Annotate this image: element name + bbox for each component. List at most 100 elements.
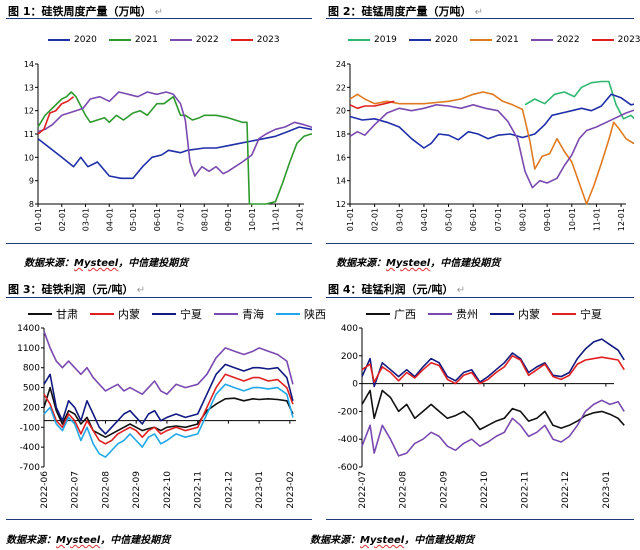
legend-label: 内蒙 (518, 308, 540, 321)
legend-swatch (48, 39, 70, 41)
panel-4-title-text: 图 4：硅锰利润（元/吨） (328, 283, 454, 296)
y-tick-label: -100 (20, 423, 41, 433)
x-tick-label: 2022-07 (358, 471, 368, 509)
legend-entry-宁夏: 宁夏 (152, 306, 202, 322)
x-tick-label: 02-01 (371, 208, 380, 231)
y-tick-label: -400 (338, 435, 359, 445)
legend-swatch (552, 313, 576, 315)
x-tick-label: 12-01 (295, 208, 304, 231)
x-tick-label: 03-01 (395, 208, 404, 231)
legend-label: 2023 (256, 35, 280, 45)
panel-2-title-text: 图 2：硅锰周度产量（万吨） (328, 5, 472, 18)
series-line-宁夏 (43, 363, 294, 435)
return-arrow-icon: ↵ (133, 285, 146, 296)
x-tick-label: 2022-07 (71, 471, 81, 509)
legend-entry-2023: 2023 (230, 35, 280, 45)
series-line-2021 (349, 91, 634, 205)
legend-label: 贵州 (456, 308, 478, 321)
y-tick-label: 22 (336, 83, 346, 92)
x-tick-label: 10-01 (568, 208, 577, 231)
legend-swatch (366, 313, 390, 315)
x-tick-label: 11-01 (272, 208, 281, 231)
y-tick-label: 9 (29, 177, 34, 186)
panel-4-rule (326, 297, 634, 298)
y-tick-label: -700 (20, 463, 41, 473)
y-tick-label: 12 (336, 200, 346, 209)
series-line-2023 (349, 100, 395, 110)
legend-label: 2021 (495, 35, 519, 45)
y-tick-label: -200 (338, 407, 359, 417)
y-tick-label: 24 (336, 60, 346, 69)
panel-3-title-text: 图 3：硅铁利润（元/吨） (8, 283, 134, 296)
legend-entry-内蒙: 内蒙 (490, 306, 540, 322)
x-tick-label: 2022-08 (101, 471, 111, 509)
chart-3-legend: 甘肃 内蒙 宁夏 青海 陕西 (28, 306, 326, 322)
y-tick-label: 200 (341, 352, 358, 362)
y-tick-label: 0 (352, 380, 358, 390)
legend-entry-2022: 2022 (530, 35, 580, 45)
legend-swatch (490, 313, 514, 315)
x-tick-label: 2022-08 (399, 471, 409, 509)
chart-2: 12 14 16 18 20 22 24 01-01 02-01 03-01 04-01 05-01 0… (336, 60, 634, 231)
panel-1-rule (6, 18, 312, 19)
legend-entry-青海: 青海 (214, 306, 264, 322)
x-tick-label: 09-01 (224, 208, 233, 231)
legend-label: 青海 (242, 308, 264, 321)
legend-label: 2020 (434, 35, 458, 45)
series-line-宁夏 (361, 355, 625, 385)
y-tick-label: 200 (23, 403, 40, 413)
panel-1-rule-bottom (6, 243, 312, 244)
y-tick-label: 13 (24, 83, 34, 92)
chart-1-legend: 2020 2021 2022 2023 (48, 35, 280, 45)
y-tick-label: 11 (24, 130, 34, 139)
series-line-贵州 (361, 399, 625, 457)
y-tick-label: 10 (24, 153, 34, 162)
legend-swatch (28, 313, 52, 315)
legend-label: 陕西 (304, 308, 326, 321)
x-tick-label: 12-01 (617, 208, 626, 231)
chart-2-legend: 2019 2020 2021 2022 2023 (348, 35, 640, 45)
panel-2-rule-bottom (326, 243, 634, 244)
return-arrow-icon: ↵ (471, 7, 484, 18)
y-tick-label: 400 (341, 324, 358, 334)
x-tick-label: 01-01 (34, 208, 43, 231)
y-tick-label: -400 (20, 443, 41, 453)
chart-4-legend: 广西 贵州 内蒙 宁夏 (366, 306, 602, 322)
legend-entry-2019: 2019 (348, 35, 397, 45)
legend-label: 2022 (195, 35, 219, 45)
legend-swatch (169, 39, 192, 41)
y-tick-label: 14 (336, 177, 346, 186)
x-tick-label: 2022-11 (194, 471, 204, 509)
legend-label: 甘肃 (56, 308, 78, 321)
x-tick-label: 08-01 (519, 208, 528, 231)
legend-swatch (108, 39, 131, 41)
y-tick-label: 1100 (17, 344, 40, 354)
panel-1-source: 数据来源：Mysteel，中信建投期货 (24, 258, 189, 269)
legend-swatch (214, 313, 238, 315)
y-tick-label: 800 (23, 364, 40, 374)
x-tick-label: 11-01 (592, 208, 601, 231)
y-tick-label: 20 (336, 107, 346, 116)
legend-label: 2023 (617, 35, 640, 45)
legend-swatch (276, 313, 300, 315)
panel-2-title: 图 2：硅锰周度产量（万吨） ↵ (328, 3, 483, 19)
x-tick-label: 04-01 (420, 208, 429, 231)
panel-4-rule-bottom (326, 519, 634, 520)
legend-swatch (230, 39, 253, 41)
x-tick-label: 04-01 (105, 208, 114, 231)
legend-entry-陕西: 陕西 (276, 306, 326, 322)
legend-entry-贵州: 贵州 (428, 306, 478, 322)
x-tick-label: 2022-11 (521, 471, 531, 509)
legend-label: 宁夏 (180, 308, 202, 321)
x-tick-label: 2022-12 (561, 471, 571, 509)
panel-3-source: 数据来源：Mysteel，中信建投期货 (6, 535, 171, 546)
x-tick-label: 2022-06 (40, 471, 50, 509)
y-tick-label: 14 (24, 60, 34, 69)
x-tick-label: 08-01 (200, 208, 209, 231)
y-tick-label: 8 (29, 200, 34, 209)
x-tick-label: 05-01 (445, 208, 454, 231)
x-tick-label: 2022-09 (439, 471, 449, 509)
x-tick-label: 03-01 (82, 208, 91, 231)
return-arrow-icon: ↵ (453, 285, 466, 296)
legend-swatch (530, 39, 553, 41)
